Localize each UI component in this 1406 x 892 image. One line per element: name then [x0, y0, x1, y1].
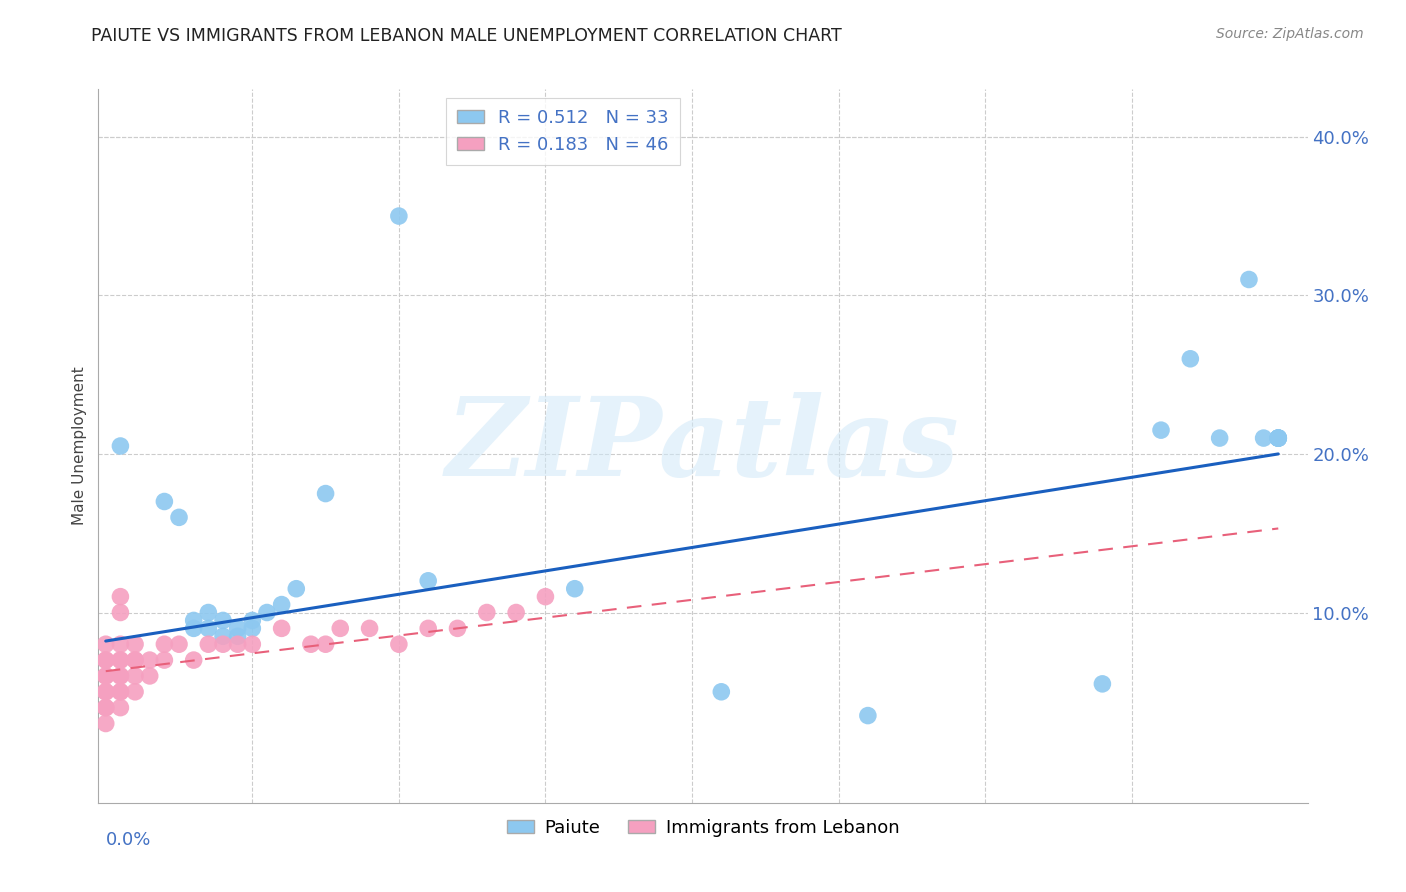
- Point: [1253, 431, 1275, 445]
- Point: [197, 621, 219, 635]
- Point: [299, 637, 322, 651]
- Point: [212, 637, 235, 651]
- Point: [94, 700, 117, 714]
- Point: [94, 700, 117, 714]
- Point: [212, 629, 235, 643]
- Point: [138, 653, 160, 667]
- Point: [110, 653, 132, 667]
- Point: [110, 669, 132, 683]
- Point: [315, 637, 337, 651]
- Point: [183, 614, 205, 628]
- Text: Source: ZipAtlas.com: Source: ZipAtlas.com: [1216, 27, 1364, 41]
- Point: [110, 653, 132, 667]
- Point: [110, 439, 132, 453]
- Point: [226, 621, 249, 635]
- Point: [564, 582, 586, 596]
- Point: [446, 621, 468, 635]
- Point: [1267, 431, 1289, 445]
- Point: [110, 669, 132, 683]
- Point: [94, 669, 117, 683]
- Point: [1237, 272, 1260, 286]
- Point: [240, 621, 263, 635]
- Point: [226, 629, 249, 643]
- Point: [1150, 423, 1173, 437]
- Point: [183, 653, 205, 667]
- Point: [94, 716, 117, 731]
- Point: [110, 685, 132, 699]
- Point: [110, 637, 132, 651]
- Legend: Paiute, Immigrants from Lebanon: Paiute, Immigrants from Lebanon: [499, 812, 907, 844]
- Point: [153, 653, 176, 667]
- Point: [183, 621, 205, 635]
- Point: [110, 590, 132, 604]
- Point: [534, 590, 557, 604]
- Point: [94, 653, 117, 667]
- Point: [1180, 351, 1202, 366]
- Point: [270, 621, 292, 635]
- Point: [505, 606, 527, 620]
- Point: [256, 606, 278, 620]
- Point: [315, 486, 337, 500]
- Point: [138, 669, 160, 683]
- Point: [1208, 431, 1230, 445]
- Point: [94, 669, 117, 683]
- Text: 0.0%: 0.0%: [105, 831, 150, 849]
- Point: [1267, 431, 1289, 445]
- Point: [475, 606, 498, 620]
- Point: [167, 510, 190, 524]
- Point: [418, 621, 440, 635]
- Point: [124, 653, 146, 667]
- Point: [124, 653, 146, 667]
- Point: [212, 614, 235, 628]
- Point: [359, 621, 381, 635]
- Text: ZIPatlas: ZIPatlas: [446, 392, 960, 500]
- Point: [240, 637, 263, 651]
- Point: [388, 209, 411, 223]
- Point: [1267, 431, 1289, 445]
- Point: [110, 685, 132, 699]
- Point: [94, 685, 117, 699]
- Point: [329, 621, 352, 635]
- Point: [124, 637, 146, 651]
- Text: PAIUTE VS IMMIGRANTS FROM LEBANON MALE UNEMPLOYMENT CORRELATION CHART: PAIUTE VS IMMIGRANTS FROM LEBANON MALE U…: [91, 27, 842, 45]
- Point: [240, 614, 263, 628]
- Point: [388, 637, 411, 651]
- Point: [285, 582, 308, 596]
- Point: [418, 574, 440, 588]
- Point: [110, 700, 132, 714]
- Point: [167, 637, 190, 651]
- Point: [270, 598, 292, 612]
- Point: [94, 685, 117, 699]
- Point: [153, 637, 176, 651]
- Point: [153, 494, 176, 508]
- Point: [197, 637, 219, 651]
- Point: [1267, 431, 1289, 445]
- Point: [110, 606, 132, 620]
- Point: [1091, 677, 1114, 691]
- Point: [124, 669, 146, 683]
- Point: [197, 606, 219, 620]
- Point: [1267, 431, 1289, 445]
- Point: [94, 637, 117, 651]
- Point: [856, 708, 879, 723]
- Point: [226, 637, 249, 651]
- Point: [710, 685, 733, 699]
- Y-axis label: Male Unemployment: Male Unemployment: [72, 367, 87, 525]
- Point: [94, 653, 117, 667]
- Point: [124, 685, 146, 699]
